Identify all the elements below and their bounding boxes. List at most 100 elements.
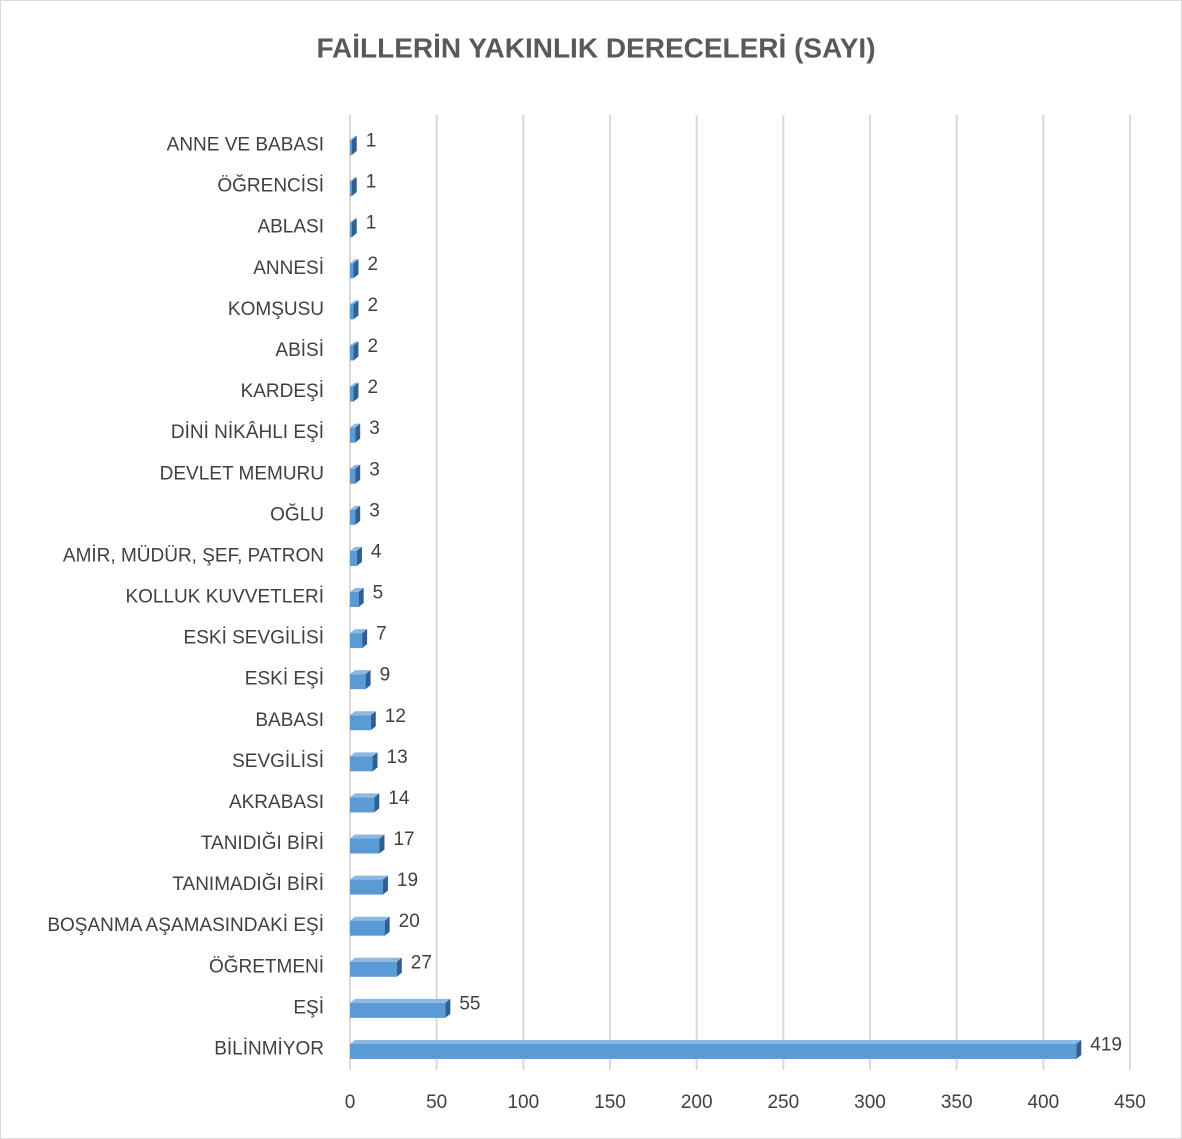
chart-title: FAİLLERİN YAKINLIK DERECELERİ (SAYI) (316, 32, 875, 63)
y-tick-label: ESKİ SEVGİLİSİ (184, 628, 324, 649)
bar-front (350, 838, 380, 854)
value-label: 2 (367, 295, 378, 316)
bar-side (353, 300, 359, 320)
bar-front (350, 304, 354, 320)
bar-front (350, 468, 356, 484)
bar (350, 177, 357, 197)
bar (350, 998, 451, 1018)
bar-front (350, 1043, 1077, 1059)
bar (350, 916, 390, 936)
y-tick-label: ÖĞRENCİSİ (217, 175, 324, 197)
x-tick-label: 450 (1114, 1092, 1146, 1113)
bar-front (350, 633, 363, 649)
bar (350, 136, 357, 156)
bar-side (358, 588, 364, 607)
bar-top (350, 588, 364, 592)
bar-top (350, 423, 361, 428)
bar-side (365, 670, 371, 690)
y-tick-label: AKRABASI (229, 792, 324, 813)
bar-front (350, 550, 357, 566)
bar (350, 793, 380, 813)
value-label: 12 (385, 706, 406, 727)
bar-top (350, 670, 371, 675)
bar-side (362, 629, 368, 649)
value-label: 2 (367, 254, 378, 275)
bar-side (445, 998, 451, 1018)
x-tick-label: 250 (767, 1092, 799, 1113)
x-tick-label: 300 (854, 1092, 886, 1113)
bar (350, 752, 378, 772)
bar-top (350, 998, 451, 1003)
bar-side (351, 218, 357, 238)
bar (350, 629, 368, 649)
value-label: 1 (366, 131, 377, 152)
bar-front (350, 222, 352, 238)
bar-top (350, 629, 368, 634)
value-label: 55 (459, 993, 480, 1014)
bar (350, 464, 361, 484)
y-tick-label: BİLİNMİYOR (214, 1038, 324, 1059)
bar-top (350, 136, 357, 141)
bar-side (353, 382, 359, 402)
bar (350, 423, 361, 443)
bar-side (351, 136, 357, 156)
bar (350, 546, 362, 566)
y-tick-label: ABLASI (257, 217, 324, 238)
value-label: 14 (388, 788, 410, 809)
bar-top (350, 834, 385, 839)
bar-top (350, 793, 380, 798)
value-label: 19 (397, 870, 418, 891)
bar-top (350, 546, 362, 551)
bar-front (350, 427, 356, 443)
bar-side (355, 505, 361, 525)
value-label: 1 (366, 172, 377, 193)
bar-side (382, 875, 388, 895)
bar-side (351, 177, 357, 197)
value-label: 13 (387, 747, 408, 768)
value-label: 4 (371, 541, 382, 562)
bar-side (372, 752, 378, 772)
bar-top (350, 259, 359, 264)
y-tick-label: DEVLET MEMURU (160, 463, 324, 484)
y-tick-label: KARDEŞİ (241, 381, 324, 402)
x-tick-label: 0 (345, 1092, 356, 1113)
bar-side (1076, 1039, 1082, 1059)
y-tick-label: DİNİ NİKÂHLI EŞİ (171, 421, 324, 443)
value-label: 3 (369, 500, 380, 521)
bar-side (353, 341, 359, 361)
bar-side (355, 423, 361, 443)
y-tick-label: OĞLU (270, 503, 324, 525)
bar (350, 382, 359, 402)
bar-front (350, 674, 366, 690)
y-tick-label: KOLLUK KUVVETLERİ (125, 587, 324, 608)
y-tick-label: ANNE VE BABASI (167, 135, 324, 156)
value-label: 9 (380, 665, 391, 686)
value-label: 7 (376, 624, 387, 645)
bar-side (353, 259, 359, 279)
value-label: 17 (393, 829, 414, 850)
bar-top (350, 464, 361, 469)
bar (350, 1039, 1082, 1059)
x-tick-label: 150 (594, 1092, 626, 1113)
x-tick-label: 400 (1027, 1092, 1059, 1113)
bar-top (350, 1039, 1082, 1044)
x-tick-label: 200 (681, 1092, 713, 1113)
bar-front (350, 345, 354, 361)
bar-front (350, 1002, 446, 1018)
x-tick-label: 50 (426, 1092, 447, 1113)
y-tick-label: ÖĞRETMENİ (209, 955, 324, 977)
bar-front (350, 181, 352, 197)
bar-front (350, 263, 354, 279)
bar-side (355, 464, 361, 484)
bar-front (350, 140, 352, 156)
bar (350, 711, 376, 731)
bar-side (370, 711, 376, 731)
bar-side (396, 957, 402, 977)
bar-front (350, 592, 359, 607)
value-label: 3 (369, 418, 380, 439)
bar (350, 875, 388, 895)
bar (350, 300, 359, 320)
bar-side (356, 546, 362, 566)
